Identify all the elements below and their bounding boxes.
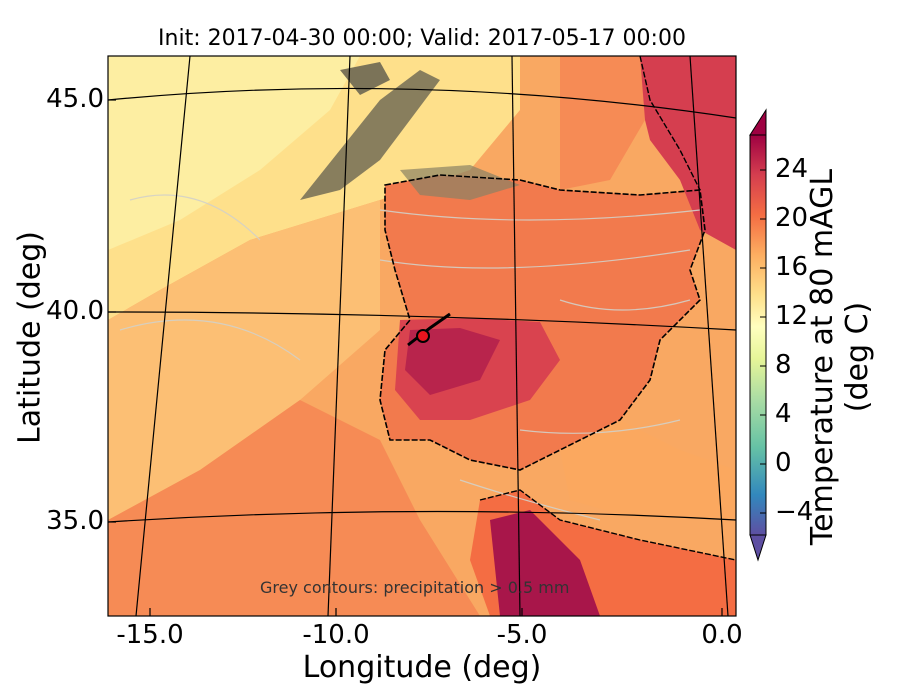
graticule: [108, 56, 736, 616]
colorbar-tick-label: −4: [775, 497, 814, 527]
colorbar-tick-label: 16: [775, 252, 809, 282]
colorbar-tick-label: 20: [775, 203, 809, 233]
colorbar-tick-label: 24: [775, 154, 809, 184]
x-tick-label: -15.0: [116, 620, 184, 650]
x-ticks: [108, 99, 723, 616]
x-tick-label: -10.0: [302, 620, 370, 650]
x-tick-label: -5.0: [496, 620, 548, 650]
precipitation-note: Grey contours: precipitation > 0.5 mm: [260, 578, 570, 597]
plot-frame: [107, 55, 737, 617]
y-tick-label: 40.0: [46, 296, 104, 326]
temperature-field: [108, 56, 736, 616]
map-title: Init: 2017-04-30 00:00; Valid: 2017-05-1…: [158, 26, 686, 51]
colorbar: [749, 108, 767, 562]
y-axis-label: Latitude (deg): [12, 231, 48, 444]
colorbar-label: Temperature at 80 mAGL (deg C): [805, 168, 875, 546]
colorbar-tick-label: 8: [775, 350, 792, 380]
x-tick-label: 0.0: [701, 620, 743, 650]
colorbar-tick-label: 12: [775, 301, 809, 331]
colorbar-tick-label: 0: [775, 448, 792, 478]
y-tick-label: 45.0: [46, 84, 104, 114]
y-tick-label: 35.0: [46, 506, 104, 536]
colorbar-tick-label: 4: [775, 399, 792, 429]
location-marker: [416, 329, 430, 343]
x-axis-label: Longitude (deg): [302, 650, 542, 685]
